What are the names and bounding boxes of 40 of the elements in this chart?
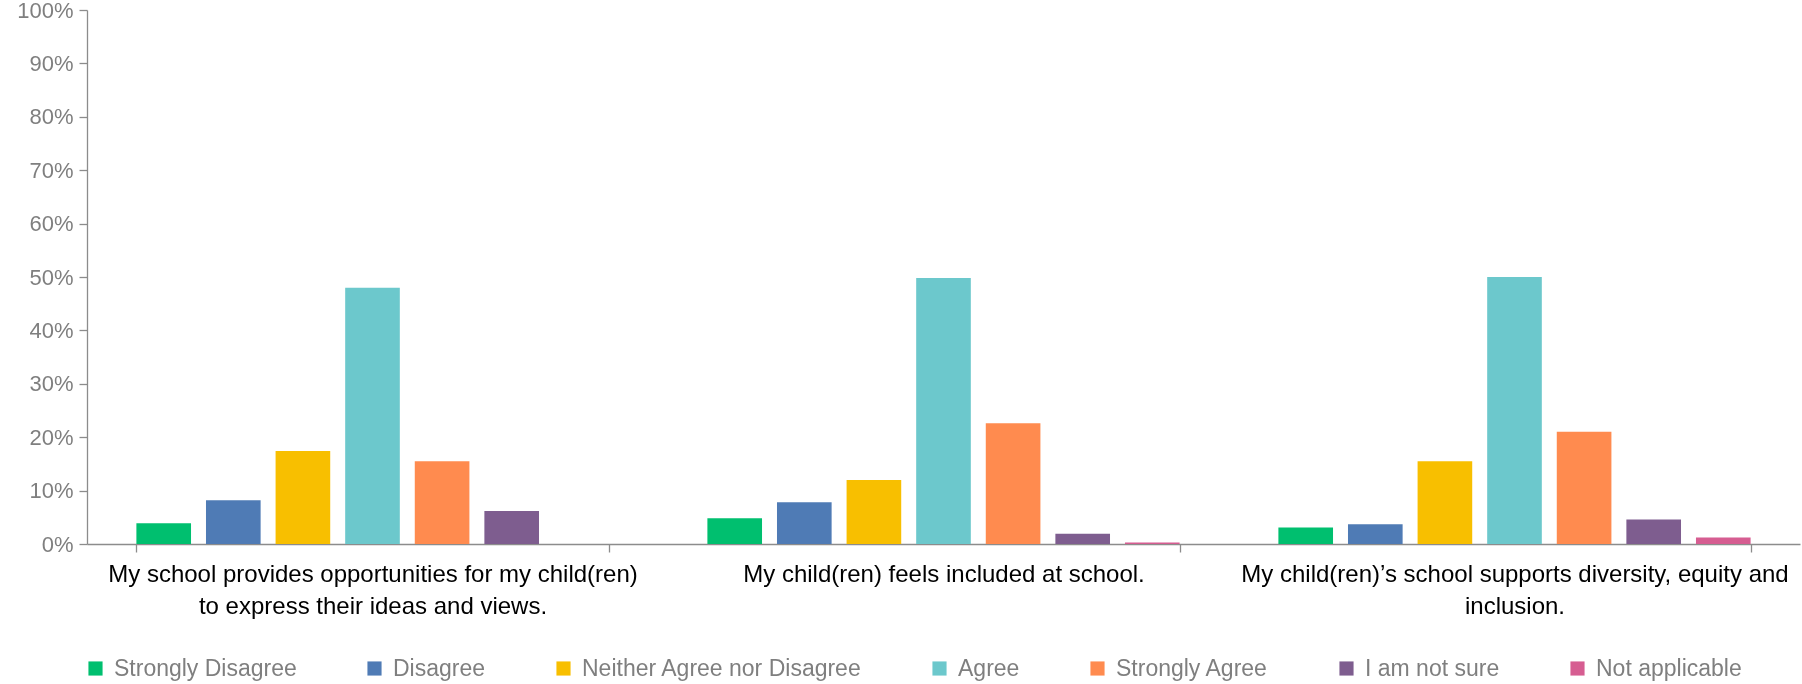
bar [985, 423, 1041, 544]
legend-label: Strongly Disagree [114, 654, 297, 681]
bar [1487, 277, 1542, 544]
y-tick-label: 0% [41, 531, 74, 557]
bar [1347, 524, 1403, 544]
y-tick-label: 70% [29, 157, 74, 183]
x-tick-label: My child(ren)’s school supports diversity, equity and inclusion. [1241, 559, 1789, 619]
bar [1626, 519, 1682, 544]
bar [1278, 527, 1334, 544]
bar [846, 479, 902, 544]
legend-label: Disagree [393, 654, 486, 681]
y-tick-label: 60% [29, 211, 74, 237]
y-tick-label: 50% [29, 264, 74, 290]
bar [136, 523, 192, 544]
bar [345, 287, 400, 544]
bar [776, 502, 832, 544]
legend-label: Strongly Agree [1116, 654, 1267, 681]
y-tick-label: 20% [29, 424, 74, 450]
legend-label: Agree [958, 654, 1020, 681]
legend-label: Not applicable [1596, 654, 1742, 681]
x-tick-label: My school provides opportunities for my child(ren) to express their ideas and views. [108, 559, 638, 619]
y-tick-label: 30% [29, 371, 74, 397]
bar [1695, 537, 1751, 544]
bar [1556, 431, 1612, 544]
bar [1417, 461, 1473, 544]
legend-label: Neither Agree nor Disagree [582, 654, 861, 681]
y-tick-label: 80% [29, 104, 74, 130]
bar [205, 500, 261, 544]
bar [707, 518, 763, 544]
y-tick-label: 100% [17, 0, 74, 23]
y-tick-label: 10% [29, 478, 74, 504]
bar [916, 278, 971, 544]
y-tick-label: 40% [29, 317, 74, 343]
bar [414, 461, 470, 544]
y-tick-label: 90% [29, 50, 74, 76]
legend-label: I am not sure [1365, 654, 1500, 681]
bar [275, 451, 331, 544]
bar [484, 510, 540, 544]
bar [1055, 533, 1111, 544]
x-tick-label: My child(ren) feels included at school. [743, 559, 1145, 587]
